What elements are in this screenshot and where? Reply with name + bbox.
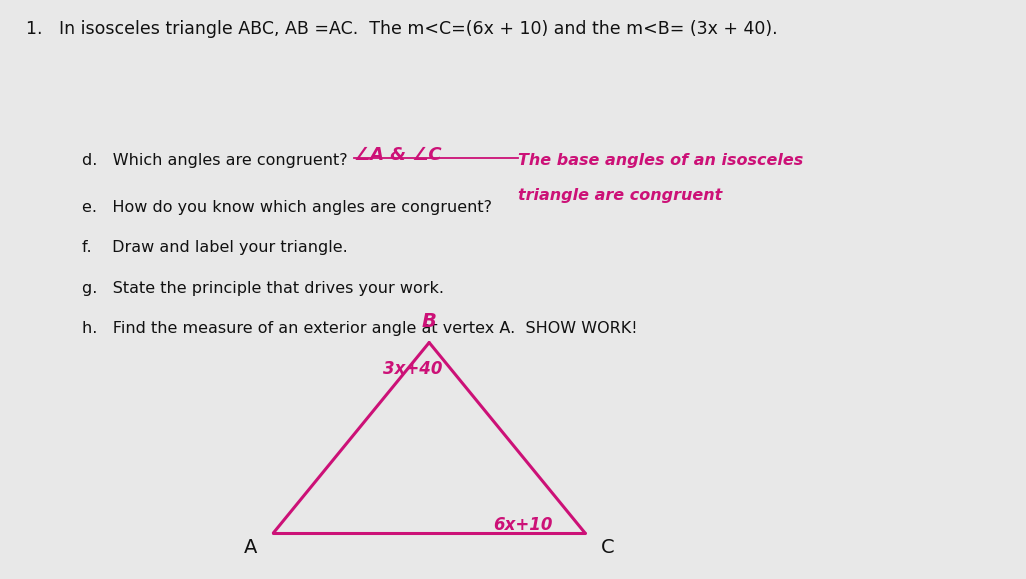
Text: A: A — [244, 538, 258, 557]
Text: C: C — [601, 538, 615, 557]
Text: 3x+40: 3x+40 — [384, 361, 443, 379]
Text: triangle are congruent: triangle are congruent — [518, 188, 722, 203]
Text: e.   How do you know which angles are congruent?: e. How do you know which angles are cong… — [82, 200, 492, 215]
Text: B: B — [422, 312, 437, 331]
Text: h.   Find the measure of an exterior angle at vertex A.  SHOW WORK!: h. Find the measure of an exterior angle… — [82, 321, 637, 336]
Text: ∠A & ∠C: ∠A & ∠C — [354, 146, 441, 164]
Text: g.   State the principle that drives your work.: g. State the principle that drives your … — [82, 281, 444, 296]
Text: 1.   In isosceles triangle ABC, AB =AC.  The m<C=(6x + 10) and the m<B= (3x + 40: 1. In isosceles triangle ABC, AB =AC. Th… — [26, 20, 778, 38]
Text: The base angles of an isosceles: The base angles of an isosceles — [518, 153, 803, 168]
Text: f.    Draw and label your triangle.: f. Draw and label your triangle. — [82, 240, 348, 255]
Text: d.   Which angles are congruent?: d. Which angles are congruent? — [82, 153, 348, 168]
Text: 6x+10: 6x+10 — [492, 516, 552, 534]
